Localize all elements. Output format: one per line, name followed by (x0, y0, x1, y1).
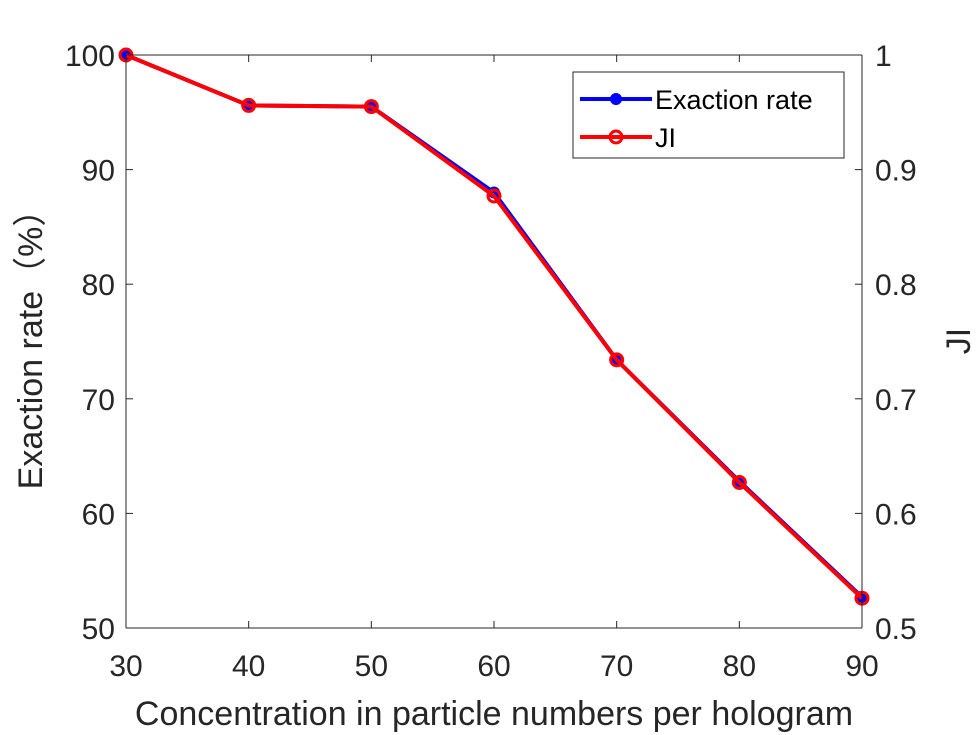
data-point-ji-50 (363, 99, 379, 115)
left-y-tick-label-100: 100 (65, 40, 115, 73)
ticks-layer: 30 40 50 60 70 80 90 50 60 70 80 90 100 0.5 0.6 0.7 0.8 0… (65, 40, 917, 683)
legend: Exaction rate JI (572, 71, 845, 159)
x-tick-label-70: 70 (600, 650, 633, 683)
right-y-tick-label-0.9: 0.9 (875, 155, 917, 188)
x-tick-label-60: 60 (477, 650, 510, 683)
left-y-tick-label-50: 50 (82, 613, 115, 646)
legend-label-ji: JI (655, 123, 676, 153)
left-y-axis-title: Exaction rate（%） (12, 193, 50, 490)
data-point-ji-80 (731, 474, 747, 490)
left-y-tick-label-80: 80 (82, 269, 115, 302)
right-y-tick-label-0.7: 0.7 (875, 384, 917, 417)
x-tick-label-90: 90 (845, 650, 878, 683)
data-point-ji-40 (241, 97, 257, 113)
data-point-ji-70 (609, 352, 625, 368)
legend-swatch-ji-marker (608, 129, 624, 145)
x-tick-label-50: 50 (355, 650, 388, 683)
data-point-ji-60 (486, 188, 502, 204)
legend-label-exaction-rate: Exaction rate (655, 85, 813, 115)
marks-layer (118, 47, 870, 606)
right-y-tick-label-0.5: 0.5 (875, 613, 917, 646)
x-tick-label-80: 80 (723, 650, 756, 683)
series-line-ji (125, 53, 864, 600)
right-y-tick-label-0.6: 0.6 (875, 498, 917, 531)
left-y-tick-label-70: 70 (82, 384, 115, 417)
right-y-tick-label-0.8: 0.8 (875, 269, 917, 302)
right-y-axis-title: JI (940, 328, 978, 354)
left-y-tick-label-60: 60 (82, 498, 115, 531)
right-y-tick-label-1: 1 (875, 40, 892, 73)
legend-swatch-exaction-rate-marker (610, 93, 622, 105)
x-axis-title: Concentration in particle numbers per ho… (135, 695, 853, 733)
x-tick-label-30: 30 (109, 650, 142, 683)
x-tick-label-40: 40 (232, 650, 265, 683)
left-y-tick-label-90: 90 (82, 155, 115, 188)
